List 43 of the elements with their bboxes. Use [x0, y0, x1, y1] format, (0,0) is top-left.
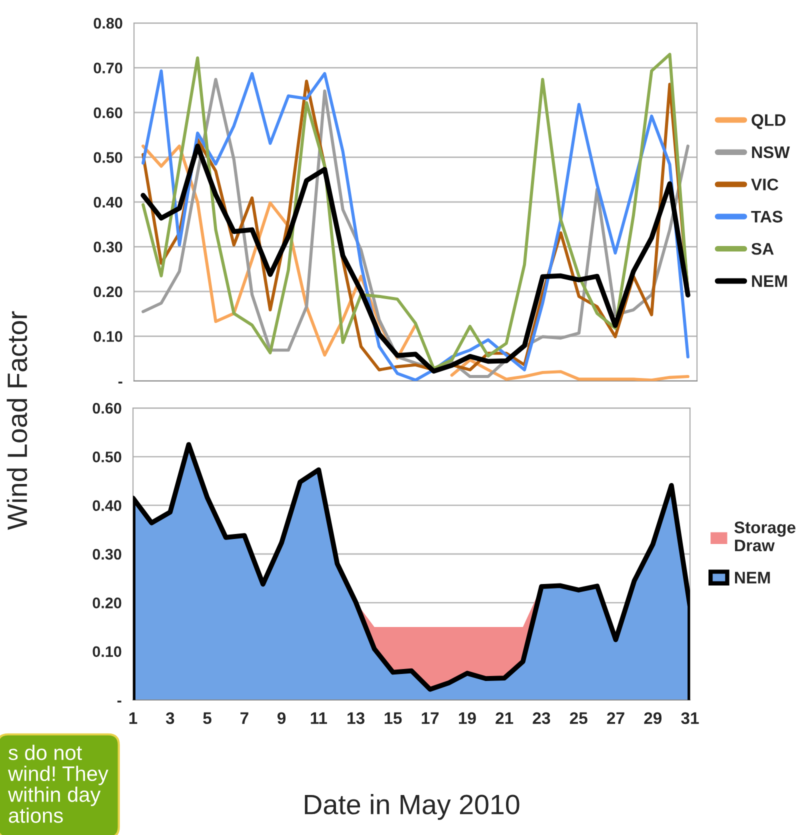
- legend-label: TAS: [751, 210, 782, 223]
- x-tick-label: 27: [607, 712, 624, 724]
- legend-label: QLD: [752, 114, 786, 130]
- x-tick-label: 13: [348, 712, 364, 724]
- x-tick-label: 21: [496, 712, 514, 724]
- y-tick-label: -: [117, 700, 122, 702]
- x-tick-label: 1: [129, 712, 138, 724]
- y-tick-label: -: [118, 382, 122, 384]
- y-tick-label: 0.10: [94, 331, 122, 342]
- y-tick-label: 0.20: [94, 286, 122, 298]
- y-axis-title: Wind Load Factor: [6, 311, 28, 530]
- x-tick-label: 11: [310, 712, 328, 724]
- x-tick-label: 7: [240, 712, 248, 724]
- y-tick-label: 0.40: [94, 196, 122, 208]
- x-tick-label: 5: [203, 712, 212, 724]
- y-tick-label: 0.50: [94, 152, 122, 163]
- legend-label: NSW: [752, 146, 790, 158]
- x-tick-label: 29: [644, 712, 662, 724]
- x-tick-label: 17: [422, 712, 439, 724]
- text: s do not wind! They within day ations: [8, 744, 108, 823]
- x-tick-label: 25: [570, 712, 588, 724]
- y-tick-label: 0.10: [92, 646, 122, 658]
- y-tick-label: 0.30: [92, 548, 122, 560]
- x-tick-label: 15: [384, 712, 402, 724]
- x-tick-label: 23: [532, 712, 550, 724]
- legend-label: VIC: [751, 178, 778, 190]
- y-tick-label: 0.20: [92, 598, 122, 608]
- legend-label: NEM: [735, 572, 770, 584]
- x-tick-label: 31: [681, 712, 699, 724]
- y-tick-label: 0.60: [94, 107, 122, 118]
- legend-label: NEM: [752, 275, 787, 287]
- y-tick-label: 0.50: [92, 452, 122, 462]
- y-tick-label: 0.70: [94, 62, 122, 74]
- x-tick-label: 3: [166, 712, 174, 724]
- y-tick-label: 0.80: [94, 18, 122, 29]
- legend-label: SA: [751, 242, 774, 255]
- legend-label: Storage Draw: [734, 522, 796, 552]
- x-tick-label: 19: [458, 712, 476, 724]
- x-tick-label: 9: [277, 712, 286, 724]
- y-tick-label: 0.30: [94, 242, 122, 252]
- y-tick-label: 0.40: [92, 500, 122, 512]
- x-axis-title: Date in May 2010: [304, 794, 520, 820]
- y-tick-label: 0.60: [92, 402, 122, 414]
